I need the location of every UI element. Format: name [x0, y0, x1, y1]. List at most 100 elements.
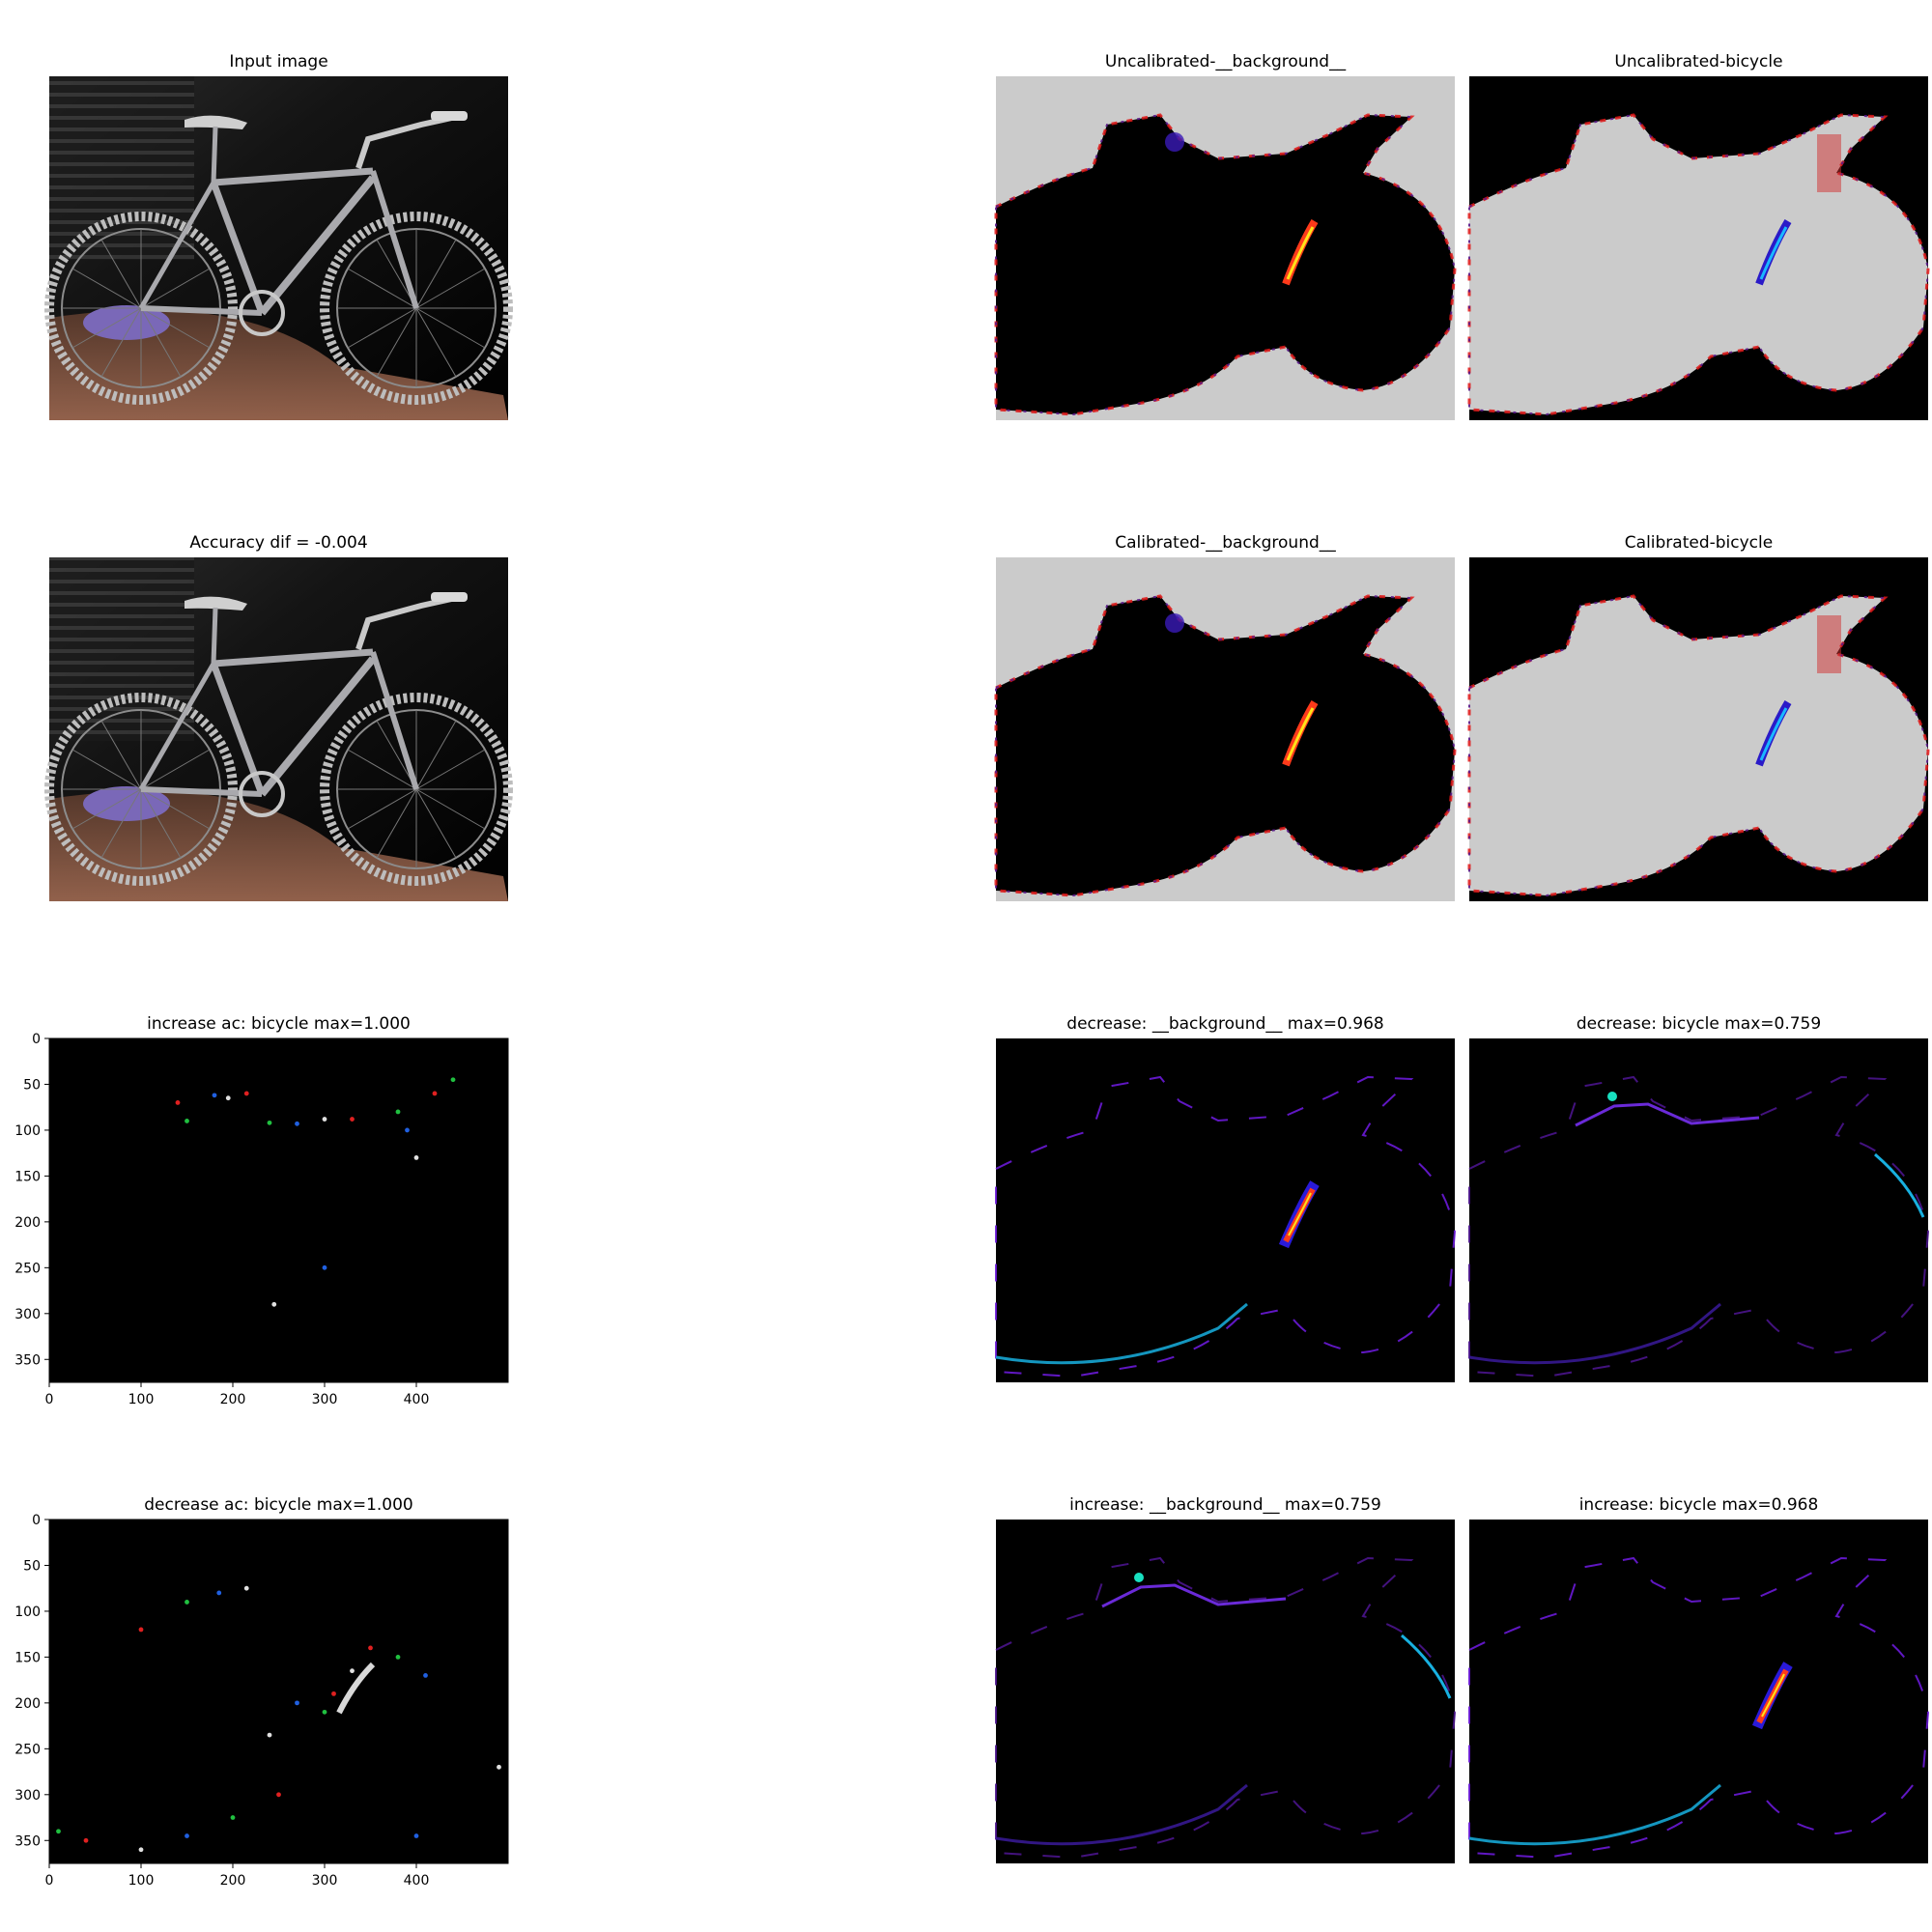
front-spoke: [415, 720, 457, 790]
y-tick-label: 50: [23, 1558, 41, 1574]
rear-spoke: [100, 720, 142, 790]
y-tick-label: 0: [32, 1032, 41, 1047]
y-tick-label: 300: [14, 1788, 41, 1804]
front-spoke: [347, 307, 417, 349]
sparse-point: [138, 1627, 144, 1633]
mask-object: [996, 596, 1455, 895]
panel-title: decrease: __background__ max=0.968: [1066, 1014, 1383, 1034]
diff-spot: [1607, 1092, 1617, 1101]
panel-title: increase: bicycle max=0.968: [1579, 1495, 1819, 1515]
front-tire: [320, 212, 513, 405]
axes-frame: [48, 1519, 509, 1864]
sparse-hotspot: [336, 1662, 376, 1715]
sparse-point: [350, 1668, 355, 1674]
diff-edge-top: [1101, 1583, 1287, 1608]
panel-title: Calibrated-bicycle: [1625, 533, 1773, 553]
seat-stay: [138, 181, 216, 310]
hotspot-core: [1286, 707, 1315, 761]
panel-decrease-background: decrease: __background__ max=0.968: [995, 1014, 1457, 1382]
hotspot-headtube: [1817, 134, 1841, 192]
diff-background: [1469, 1520, 1928, 1863]
front-spoke: [376, 788, 417, 859]
front-spoke: [376, 307, 417, 378]
hotspot-core: [1759, 707, 1788, 761]
x-tick-label: 400: [404, 1873, 430, 1889]
panel-increase-bicycle: increase: bicycle max=0.968: [1468, 1495, 1930, 1863]
hotspot-saddle: [1165, 613, 1184, 633]
down-tube: [258, 656, 377, 797]
sparse-point: [185, 1119, 189, 1123]
rear-spoke: [100, 788, 142, 859]
rear-spoke: [100, 239, 142, 309]
panel-decrease-ac-bicycle: decrease ac: bicycle max=1.000 0 100 200 300…: [14, 1495, 509, 1889]
y-tick-label: 150: [14, 1169, 41, 1184]
rear-spoke: [140, 788, 211, 830]
x-tick-label: 300: [312, 1873, 338, 1889]
x-tick-label: 0: [45, 1392, 54, 1407]
panel-accuracy-dif: Accuracy dif = -0.004: [44, 533, 513, 901]
sparse-point: [322, 1709, 327, 1715]
sparse-point: [413, 1155, 419, 1160]
chainring: [239, 771, 285, 817]
diff-background: [996, 1038, 1455, 1382]
fork: [370, 170, 419, 309]
sparse-point: [276, 1792, 281, 1798]
sparse-point: [243, 1585, 249, 1591]
front-spoke: [347, 268, 417, 309]
seat-stay: [138, 662, 216, 791]
x-tick-label: 200: [220, 1873, 246, 1889]
rear-spoke: [71, 749, 142, 790]
x-tick-label: 100: [128, 1873, 155, 1889]
rear-tire: [44, 212, 238, 405]
sparse-point: [56, 1829, 61, 1834]
rear-spoke: [71, 788, 142, 830]
x-tick-label: 300: [312, 1392, 338, 1407]
rear-spoke: [71, 268, 142, 309]
mask-object: [1469, 115, 1928, 414]
hotspot-headtube: [1817, 615, 1841, 673]
diff-edge-bottom: [1468, 1302, 1721, 1365]
grip: [431, 111, 468, 121]
panel-title: Uncalibrated-bicycle: [1614, 52, 1782, 71]
shutter-door: [49, 76, 194, 260]
panel-title: Input image: [229, 52, 327, 71]
y-tick-label: 100: [14, 1605, 41, 1620]
floor: [49, 309, 508, 420]
sparse-point: [212, 1093, 217, 1098]
y-tick-label: 200: [14, 1696, 41, 1712]
grip: [431, 592, 468, 602]
sparse-point: [230, 1815, 236, 1820]
sparse-background: [49, 1038, 508, 1382]
front-spoke: [415, 239, 457, 309]
sparse-point: [271, 1301, 277, 1307]
front-spoke: [347, 788, 417, 830]
diff-edge-top: [1575, 1102, 1760, 1127]
sparse-point: [185, 1833, 189, 1838]
sparse-point: [322, 1264, 327, 1270]
hotspot-saddle: [1165, 132, 1184, 152]
shutter-door: [49, 557, 194, 741]
rear-spoke: [140, 268, 211, 309]
y-tick-label: 200: [14, 1215, 41, 1231]
shoe: [83, 786, 170, 821]
sparse-point: [432, 1091, 438, 1096]
diff-edge-wheel: [1401, 1634, 1452, 1699]
x-tick-label: 0: [45, 1873, 54, 1889]
fork: [370, 651, 419, 790]
panel-title: Calibrated-__background__: [1115, 533, 1336, 553]
panel-title: Accuracy dif = -0.004: [189, 533, 367, 553]
panel-cal-bicycle: Calibrated-bicycle: [1467, 533, 1930, 901]
diff-spot: [1134, 1573, 1144, 1582]
sparse-point: [295, 1121, 299, 1126]
sparse-point: [395, 1109, 401, 1115]
rear-spoke: [140, 749, 211, 790]
panel-title: increase: __background__ max=0.759: [1069, 1495, 1381, 1515]
rear-spoke: [140, 307, 182, 378]
y-tick-label: 50: [23, 1077, 41, 1093]
hotspot-core: [1759, 226, 1788, 280]
sparse-point: [225, 1095, 231, 1101]
y-tick-label: 0: [32, 1513, 41, 1528]
hotspot-core: [1286, 226, 1315, 280]
panel-cal-background: Calibrated-__background__: [994, 533, 1457, 901]
front-spoke: [415, 749, 486, 790]
